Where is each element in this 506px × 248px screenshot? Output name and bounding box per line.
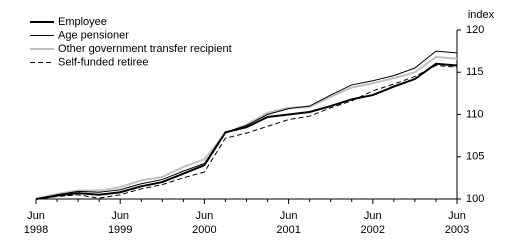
series-line [35,64,458,200]
series-line [35,50,458,200]
y-axis-label: index [468,9,495,21]
y-tick-label: 105 [466,151,484,163]
y-tick-label: 115 [466,66,484,78]
series-line [35,62,458,200]
series-line [35,56,458,200]
legend-label: Age pensioner [58,29,129,41]
y-tick-label: 110 [466,108,484,120]
x-tick-label: Jun 1998 [23,210,49,236]
x-tick-label: Jun 1999 [107,210,133,236]
x-tick-label: Jun 2000 [192,210,217,236]
x-tick-label: Jun 2002 [360,210,386,236]
legend-label: Employee [58,16,107,28]
y-tick-label: 100 [466,193,484,205]
x-tick-label: Jun 2001 [276,210,301,236]
x-tick-label: Jun 2003 [444,210,470,236]
legend-label: Self-funded retiree [58,56,149,68]
legend-label: Other government transfer recipient [58,43,232,55]
y-tick-label: 120 [466,24,484,36]
